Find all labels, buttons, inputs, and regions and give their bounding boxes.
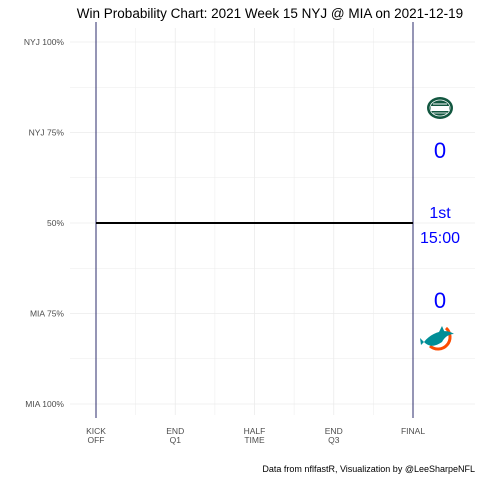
x-tick-label: HALF <box>244 426 266 436</box>
x-tick-label: Q1 <box>170 435 182 445</box>
dolphins-logo-icon <box>420 326 454 351</box>
y-tick-label: NYJ 75% <box>29 128 65 138</box>
grid-lines <box>70 28 475 415</box>
y-tick-label: MIA 75% <box>30 309 64 319</box>
x-tick-label: Q3 <box>328 435 340 445</box>
x-tick-label: END <box>166 426 184 436</box>
x-tick-label: END <box>325 426 343 436</box>
y-tick-label: NYJ 100% <box>24 37 65 47</box>
y-tick-label: MIA 100% <box>25 399 64 409</box>
game-clock: 15:00 <box>420 230 460 247</box>
x-tick-label: FINAL <box>401 426 425 436</box>
chart-caption: Data from nflfastR, Visualization by @Le… <box>262 464 475 474</box>
x-tick-label: OFF <box>88 435 105 445</box>
away-score: 0 <box>434 138 446 163</box>
chart-title: Win Probability Chart: 2021 Week 15 NYJ … <box>77 6 463 21</box>
jets-logo-icon <box>427 97 453 119</box>
kickoff-final-lines <box>95 22 414 418</box>
y-tick-label: 50% <box>47 218 64 228</box>
x-tick-label: TIME <box>244 435 265 445</box>
game-quarter: 1st <box>429 205 451 222</box>
y-axis-ticks: NYJ 100% NYJ 75% 50% MIA 75% MIA 100% <box>24 37 65 409</box>
x-tick-label: KICK <box>86 426 106 436</box>
home-score: 0 <box>434 288 446 313</box>
